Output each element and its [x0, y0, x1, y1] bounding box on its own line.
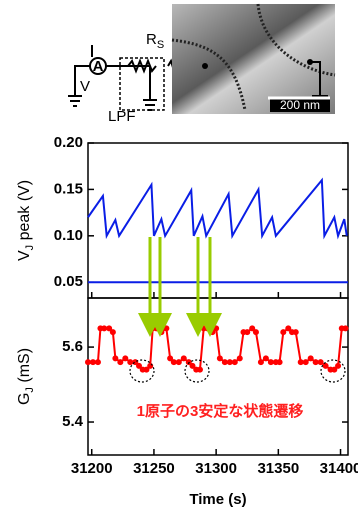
data-point: [217, 355, 223, 361]
data-point: [181, 355, 187, 361]
source-label: V: [80, 78, 90, 95]
data-point: [293, 329, 299, 335]
arrows: [150, 237, 210, 325]
data-point: [323, 363, 329, 369]
data-point: [318, 359, 324, 365]
resistor-text: R: [146, 31, 157, 48]
data-point: [122, 355, 128, 361]
data-point: [237, 355, 243, 361]
y-tick-label: 0.20: [54, 134, 83, 151]
data-point: [163, 325, 169, 331]
wires: [68, 45, 150, 106]
scale-label: 200 nm: [280, 98, 320, 112]
resistor-label: RS: [146, 31, 164, 51]
data-line: [88, 180, 347, 236]
data-point: [253, 329, 259, 335]
data-point: [147, 363, 153, 369]
data-point: [258, 359, 264, 365]
data-point: [110, 329, 116, 335]
data-point: [308, 355, 314, 361]
data-point: [204, 325, 210, 331]
x-tick-label: 31300: [195, 460, 237, 477]
contact: [202, 63, 208, 69]
x-tick-label: 31400: [320, 460, 358, 477]
data-point: [303, 359, 309, 365]
plot-frame: [88, 143, 348, 298]
data-point: [197, 367, 203, 373]
data-point: [335, 363, 341, 369]
annotation: 1原子の3安定な状態遷移: [137, 402, 304, 420]
y-axis-label: VJ peak (V): [16, 180, 36, 261]
filter-label: LPF: [108, 108, 136, 125]
data-point: [277, 359, 283, 365]
data-point: [95, 359, 101, 365]
data-point: [213, 325, 219, 331]
y-tick-label: 5.6: [62, 338, 83, 355]
data-point: [176, 359, 182, 365]
y-axis-label: GJ (mS): [16, 348, 36, 405]
data-point: [232, 359, 238, 365]
y-tick-label: 0.05: [54, 273, 83, 290]
x-tick-label: 31200: [71, 460, 113, 477]
data-point: [343, 325, 349, 331]
data-point: [263, 355, 269, 361]
data-point: [112, 355, 118, 361]
x-tick-label: 31250: [133, 460, 175, 477]
data-point: [153, 325, 159, 331]
y-label-part: V: [16, 250, 33, 261]
y-tick-label: 5.4: [62, 413, 84, 430]
data-point: [244, 329, 250, 335]
figure: 200 nm A V RS LPF 0.05 0.10 0.15 0.20 VJ pea…: [0, 0, 358, 511]
data-point: [117, 359, 123, 365]
y-label-part: G: [16, 393, 33, 405]
data-point: [280, 329, 286, 335]
plot-frame: [88, 298, 348, 455]
y-tick-label: 0.10: [54, 227, 83, 244]
y-tick-label: 0.15: [54, 180, 83, 197]
data-point: [158, 329, 164, 335]
capacitor-ground: [143, 66, 157, 110]
meter-label: A: [93, 58, 104, 75]
y-label-part: peak (V): [16, 180, 33, 245]
y-label-part: (mS): [16, 348, 33, 387]
x-axis-label: Time (s): [189, 491, 246, 508]
x-tick-label: 31350: [257, 460, 299, 477]
resistor-sub: S: [157, 39, 164, 51]
